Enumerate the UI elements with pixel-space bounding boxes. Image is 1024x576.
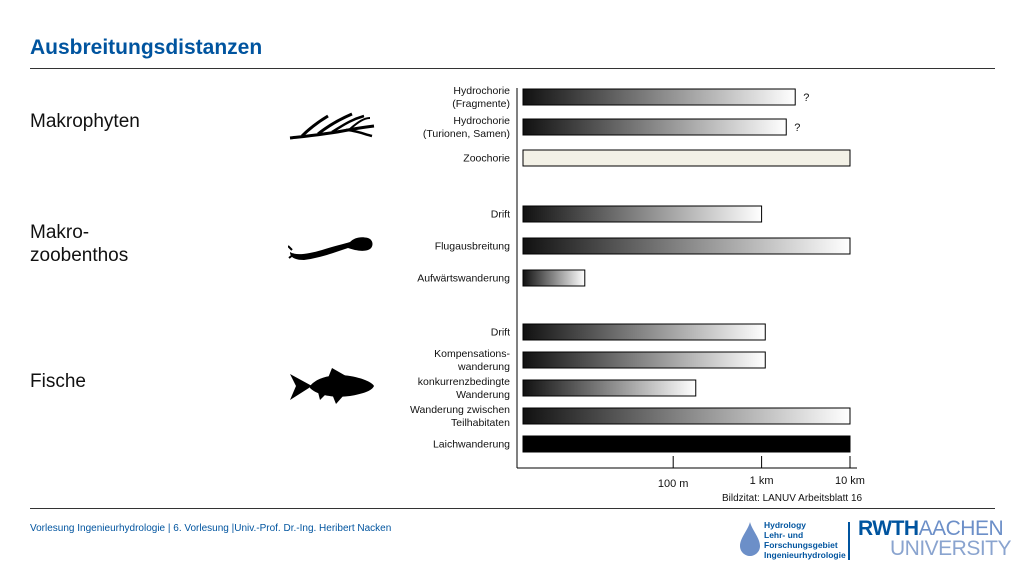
insect-larva-icon [288, 237, 373, 260]
group-label-fische: Fische [30, 371, 86, 392]
category-label-hydrochorie-fragmente-line1: Hydrochorie [453, 85, 510, 97]
tick-label: 10 km [835, 475, 865, 487]
institution-logos: Hydrology Lehr- und Forschungsgebiet Ing… [740, 516, 1012, 564]
title-divider [30, 68, 995, 69]
water-drop-icon [740, 522, 760, 556]
tick-label: 1 km [750, 475, 774, 487]
category-label-hydrochorie-turionen-samen-line1: Hydrochorie [453, 115, 510, 127]
bar-makrozoobenthos-aufwärtswanderung [522, 269, 586, 287]
bar-fische-drift [522, 323, 766, 341]
group-label-makrozoobenthos-line2: zoobenthos [30, 245, 129, 266]
category-label-zoochorie: Zoochorie [463, 153, 510, 165]
uncertainty-marker: ? [803, 92, 809, 104]
fish-icon [290, 368, 374, 404]
distance-chart: Hydrochorie(Fragmente) ?Hydrochorie(Turio… [410, 85, 865, 490]
rwth-logo: RWTHAACHEN [858, 517, 1004, 540]
category-label-kompensations-wanderung-line2: wanderung [457, 361, 510, 373]
rwth-logo-aachen: AACHEN [918, 517, 1004, 540]
bar-makrozoobenthos-flugausbreitung [522, 237, 851, 255]
bar-makrophyten-hydrochorie-turionen-samen [522, 118, 787, 136]
category-label-wanderung-zwischen-teilhabitaten-line2: Teilhabitaten [451, 417, 510, 429]
category-label-kompensations-wanderung-line1: Kompensations- [434, 348, 510, 360]
category-label-konkurrenzbedingte-wanderung-line2: Wanderung [456, 389, 510, 401]
image-source: Bildzitat: LANUV Arbeitsblatt 16 [722, 493, 863, 504]
rwth-logo-university: UNIVERSITY [890, 537, 1012, 560]
bar-fische-kompensations-wanderung [522, 351, 766, 369]
bar-fische-wanderung-zwischen-teilhabitaten [522, 407, 851, 425]
category-label-konkurrenzbedingte-wanderung-line1: konkurrenzbedingte [418, 376, 510, 388]
footer-text: Vorlesung Ingenieurhydrologie | 6. Vorle… [30, 523, 392, 534]
page-title: Ausbreitungsdistanzen [30, 36, 263, 59]
bar-makrophyten-zoochorie [522, 149, 851, 167]
category-label-drift: Drift [491, 209, 510, 221]
group-label-makrophyten: Makrophyten [30, 111, 140, 132]
hydrology-logo-text: Hydrology Lehr- und Forschungsgebiet Ing… [764, 520, 846, 560]
tick-label: 100 m [658, 478, 689, 490]
bar-fische-laichwanderung [522, 435, 851, 453]
bar-makrophyten-hydrochorie-fragmente [522, 88, 796, 106]
category-label-laichwanderung: Laichwanderung [433, 439, 510, 451]
category-label-drift: Drift [491, 327, 510, 339]
bar-makrozoobenthos-drift [522, 205, 763, 223]
footer-divider [30, 508, 995, 509]
category-label-wanderung-zwischen-teilhabitaten-line1: Wanderung zwischen [410, 404, 510, 416]
category-label-flugausbreitung: Flugausbreitung [435, 241, 510, 253]
category-label-hydrochorie-fragmente-line2: (Fragmente) [452, 98, 510, 110]
aquatic-plant-icon [289, 112, 375, 140]
uncertainty-marker: ? [794, 122, 800, 134]
bar-fische-konkurrenzbedingte-wanderung [522, 379, 697, 397]
category-label-hydrochorie-turionen-samen-line2: (Turionen, Samen) [423, 128, 510, 140]
rwth-logo-bold: RWTH [858, 517, 919, 540]
logo-separator [848, 522, 850, 560]
group-label-makrozoobenthos-line1: Makro- [30, 222, 90, 243]
category-label-aufwärtswanderung: Aufwärtswanderung [417, 273, 510, 285]
